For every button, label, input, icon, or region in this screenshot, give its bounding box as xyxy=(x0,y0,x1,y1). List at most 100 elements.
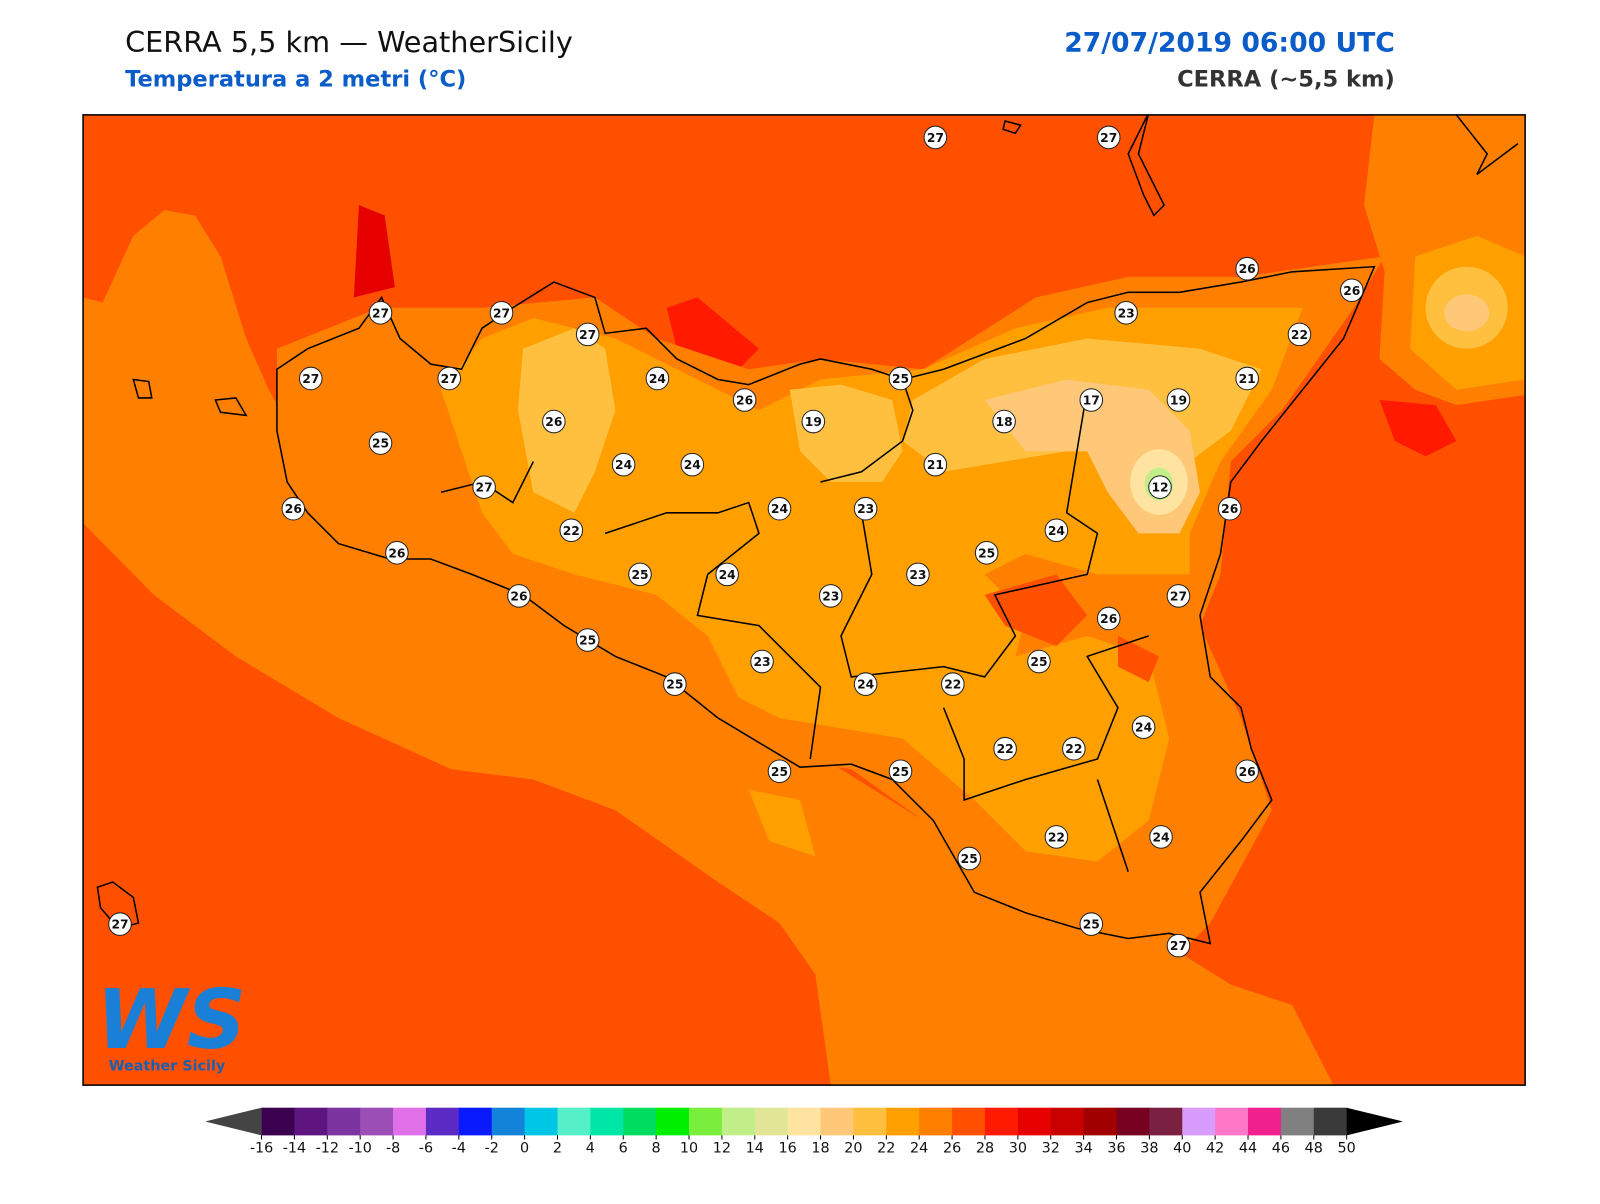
station-marker xyxy=(628,562,652,587)
station-value: 24 xyxy=(719,568,736,582)
colorbar-tick-label: -6 xyxy=(419,1141,433,1157)
station-marker xyxy=(542,409,566,434)
station-value: 25 xyxy=(631,568,648,582)
mild-field xyxy=(517,328,616,513)
colorbar-tick-label: 8 xyxy=(652,1141,661,1157)
station-marker xyxy=(1044,518,1069,543)
station-marker xyxy=(1166,933,1191,958)
colorbar: -16 -14 -12 -10 -8 -6 -4 -2 0 2 4 6 8 10 12 14 16 18 20 22 2… xyxy=(205,1107,1404,1157)
station-marker xyxy=(853,496,878,521)
colorbar-swatch xyxy=(393,1107,427,1136)
colorbar-swatch xyxy=(327,1107,361,1136)
west-field xyxy=(302,338,442,513)
station-marker xyxy=(818,584,843,608)
station-value: 27 xyxy=(1100,131,1117,145)
colorbar-tick-label: 24 xyxy=(910,1141,928,1157)
colorbar-swatch xyxy=(754,1107,789,1136)
station-value: 26 xyxy=(1239,262,1256,276)
station-marker xyxy=(923,452,948,477)
colorbar-tick-label: 42 xyxy=(1206,1141,1224,1157)
station-marker xyxy=(368,431,393,455)
station-value: 25 xyxy=(978,546,995,560)
station-marker xyxy=(1114,301,1138,325)
station-value: 25 xyxy=(961,852,978,866)
station-marker xyxy=(1149,825,1173,849)
station-value: 23 xyxy=(909,568,926,582)
station-value: 24 xyxy=(857,678,874,692)
colorbar-tick-label: 10 xyxy=(680,1141,698,1157)
sea-patch xyxy=(748,789,816,857)
station-value: 26 xyxy=(388,546,405,560)
station-marker xyxy=(1166,388,1191,412)
colorbar-tick-label: 2 xyxy=(553,1141,562,1157)
station-value: 24 xyxy=(649,372,666,386)
colorbar-tick-label: 14 xyxy=(746,1141,764,1157)
station-marker xyxy=(385,541,409,565)
colorbar-swatch xyxy=(1050,1107,1085,1136)
station-value: 22 xyxy=(944,678,961,692)
colorbar-tick-label: 22 xyxy=(877,1141,895,1157)
station-value: 22 xyxy=(997,742,1014,756)
hot-spot xyxy=(984,574,1088,647)
colorbar-tick-label: 34 xyxy=(1074,1141,1092,1157)
colorbar-tick-label: 44 xyxy=(1239,1141,1257,1157)
station-value: 23 xyxy=(822,589,839,603)
station-value: 25 xyxy=(771,765,788,779)
station-marker xyxy=(906,562,930,587)
colorbar-tick-label: 26 xyxy=(943,1141,961,1157)
station-value: 27 xyxy=(927,131,944,145)
colorbar-tick-label: 4 xyxy=(586,1141,595,1157)
colorbar-under xyxy=(205,1107,262,1136)
station-value: 27 xyxy=(372,306,389,320)
station-value: 21 xyxy=(927,458,944,472)
station-value: 18 xyxy=(996,415,1013,429)
station-value: 26 xyxy=(736,394,753,408)
station-marker xyxy=(941,672,965,696)
colorbar-tick-label: 38 xyxy=(1140,1141,1158,1157)
station-value: 27 xyxy=(476,481,493,495)
colorbar-swatch xyxy=(557,1107,591,1136)
colorbar-tick-label: 48 xyxy=(1305,1141,1323,1157)
station-value: 24 xyxy=(1152,830,1169,844)
station-value: 24 xyxy=(1048,524,1065,538)
station-marker xyxy=(923,125,948,150)
subtitle: Temperatura a 2 metri (°C) xyxy=(125,67,466,93)
colorbar-swatch xyxy=(360,1107,394,1136)
colorbar-swatch xyxy=(820,1107,854,1136)
colorbar-tick-label: 0 xyxy=(520,1141,529,1157)
station-value: 25 xyxy=(892,372,909,386)
station-marker xyxy=(1079,388,1104,412)
colorbar-swatch xyxy=(458,1107,493,1136)
logo: WS Weather Sicily xyxy=(96,973,246,1075)
station-value: 24 xyxy=(684,458,701,472)
colorbar-tick-label: 40 xyxy=(1173,1141,1191,1157)
station-value: 23 xyxy=(753,655,770,669)
station-value: 25 xyxy=(579,634,596,648)
station-value: 26 xyxy=(1100,612,1117,626)
station-marker xyxy=(281,496,306,521)
station-marker xyxy=(1062,736,1086,761)
colorbar-swatch xyxy=(261,1107,295,1136)
station-value: 26 xyxy=(545,415,562,429)
colorbar-swatch xyxy=(689,1107,723,1136)
station-marker xyxy=(888,759,913,784)
station-marker xyxy=(298,366,323,391)
colorbar-tick-label: -2 xyxy=(485,1141,499,1157)
colorbar-tick-label: 46 xyxy=(1272,1141,1290,1157)
colorbar-swatch xyxy=(590,1107,624,1136)
colorbar-tick-label: 36 xyxy=(1107,1141,1125,1157)
colorbar-swatch xyxy=(425,1107,460,1136)
logo-mark: WS xyxy=(96,973,246,1068)
colorbar-swatch xyxy=(656,1107,690,1136)
colorbar-swatch xyxy=(787,1107,822,1136)
station-marker xyxy=(1235,256,1259,281)
logo-text: Weather Sicily xyxy=(109,1059,226,1075)
station-marker xyxy=(1096,606,1121,631)
colorbar-tick-label: 50 xyxy=(1338,1141,1356,1157)
colorbar-tick-label: 16 xyxy=(779,1141,797,1157)
station-value: 26 xyxy=(1239,765,1256,779)
station-value: 12 xyxy=(1151,481,1168,495)
station-marker xyxy=(767,496,792,521)
colorbar-swatch xyxy=(984,1107,1019,1136)
